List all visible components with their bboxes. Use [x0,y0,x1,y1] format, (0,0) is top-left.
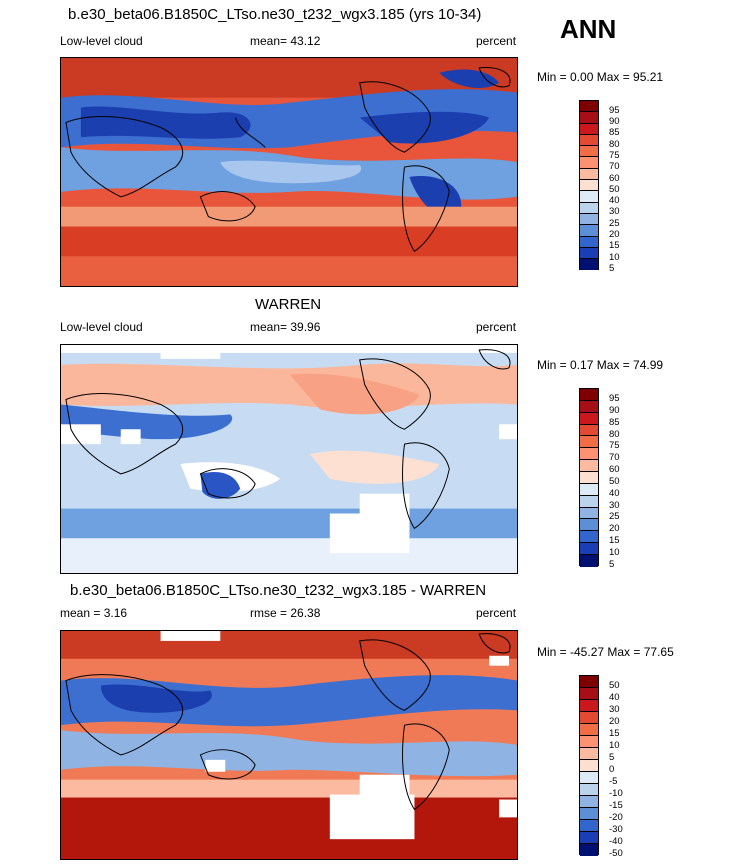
panel1-colorbar-label: 60 [609,173,620,184]
panel3-colorbar-label: -5 [609,776,618,787]
panel1-mean-label: mean= 43.12 [250,34,321,48]
panel1-map [60,57,518,287]
panel3-colorbar [579,675,599,856]
panel2-colorbar [579,388,599,567]
panel1-colorbar-label: 10 [609,252,620,263]
panel1-minmax-label: Min = 0.00 Max = 95.21 [537,70,664,84]
panel3-map [60,630,518,860]
panel3-colorbar-label: -15 [609,800,623,811]
panel2-colorbar-label: 5 [609,559,615,570]
panel2-minmax-label: Min = 0.17 Max = 74.99 [537,358,664,372]
panel1-colorbar [579,100,599,271]
panel3-minmax-label: Min = -45.27 Max = 77.65 [537,645,674,659]
panel3-colorbar-label: -30 [609,824,623,835]
panel2-colorbar-label: 30 [609,500,620,511]
panel1-colorbar-label: 5 [609,263,615,274]
panel1-colorbar-label: 90 [609,116,620,127]
panel1-colorbar-label: 70 [609,161,620,172]
panel1-colorbar-label: 30 [609,206,620,217]
panel3-colorbar-label: 40 [609,692,620,703]
panel3-title: b.e30_beta06.B1850C_LTso.ne30_t232_wgx3.… [70,582,487,599]
panel2-colorbar-label: 50 [609,476,620,487]
panel2-colorbar-label: 60 [609,464,620,475]
panel1-colorbar-label: 85 [609,127,620,138]
panel2-colorbar-label: 95 [609,393,620,404]
panel3-colorbar-label: -10 [609,788,623,799]
panel1-colorbar-label: 25 [609,218,620,229]
panel1-colorbar-label: 20 [609,229,620,240]
panel3-colorbar-label: 5 [609,752,615,763]
panel2-variable-label: Low-level cloud [60,320,143,334]
panel1-colorbar-label: 40 [609,195,620,206]
panel3-colorbar-label: -50 [609,848,623,859]
panel2-colorbar-label: 10 [609,547,620,558]
panel2-map [60,344,518,574]
panel2-title: WARREN [255,296,322,313]
panel1-colorbar-label: 80 [609,139,620,150]
panel2-mean-label: mean= 39.96 [250,320,321,334]
panel2-colorbar-label: 40 [609,488,620,499]
panel3-colorbar-label: 30 [609,704,620,715]
panel2-colorbar-label: 15 [609,535,620,546]
panel1-colorbar-label: 75 [609,150,620,161]
panel2-colorbar-label: 20 [609,523,620,534]
panel2-colorbar-label: 25 [609,511,620,522]
season-label: ANN [560,14,617,44]
panel2-colorbar-label: 90 [609,405,620,416]
panel3-units-label: percent [476,606,517,620]
panel3-rmse-label: rmse = 26.38 [250,606,321,620]
panel1-colorbar-label: 15 [609,240,620,251]
panel3-colorbar-label: 50 [609,680,620,691]
panel1-colorbar-label: 95 [609,105,620,116]
panel3-colorbar-label: 0 [609,764,615,775]
panel3-mean-label: mean = 3.16 [60,606,128,620]
panel3-colorbar-label: 10 [609,740,620,751]
panel2-units-label: percent [476,320,517,334]
panel3-colorbar-label: -20 [609,812,623,823]
panel1-title: b.e30_beta06.B1850C_LTso.ne30_t232_wgx3.… [68,6,482,23]
panel1-colorbar-label: 50 [609,184,620,195]
panel2-colorbar-label: 70 [609,452,620,463]
panel1-variable-label: Low-level cloud [60,34,143,48]
panel2-colorbar-label: 75 [609,440,620,451]
panel1-units-label: percent [476,34,517,48]
panel2-colorbar-label: 85 [609,417,620,428]
panel3-colorbar-label: 15 [609,728,620,739]
panel3-colorbar-label: -40 [609,836,623,847]
panel2-colorbar-label: 80 [609,429,620,440]
panel3-colorbar-label: 20 [609,716,620,727]
